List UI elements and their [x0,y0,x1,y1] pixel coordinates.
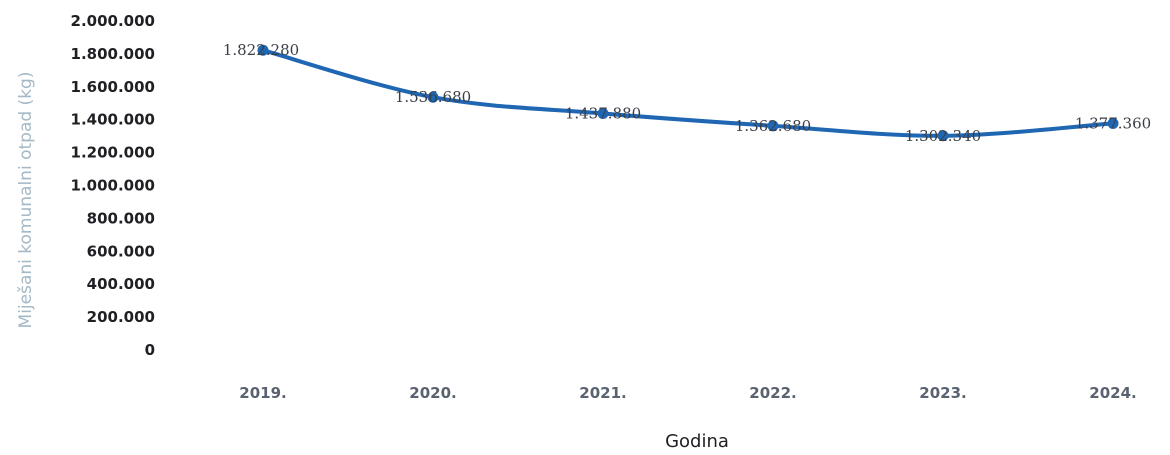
series-layer [257,44,1119,142]
series-line [261,48,1115,138]
x-tick-label: 2023. [919,384,966,402]
data-label: 1.822.280 [223,41,299,59]
data-point [597,107,609,119]
y-axis-ticks: 2.000.000 1.800.000 1.600.000 1.400.000 1.20… [71,12,155,359]
data-point [1107,117,1119,129]
x-tick-label: 2022. [749,384,796,402]
y-tick-label: 200.000 [87,308,155,326]
data-point [937,130,949,142]
data-point [427,91,439,103]
x-axis-title: Godina [665,431,729,452]
y-tick-label: 0 [145,341,155,359]
y-tick-label: 1.400.000 [71,111,155,129]
data-point [767,120,779,132]
data-label: 1.536.680 [395,88,471,106]
y-tick-label: 1.200.000 [71,144,155,162]
x-tick-label: 2021. [579,384,626,402]
x-tick-label: 2020. [409,384,456,402]
y-tick-label: 1.000.000 [71,177,155,195]
y-tick-label: 800.000 [87,209,155,227]
data-label: 1.377.360 [1075,114,1151,132]
y-axis-title: Miješani komunalni otpad (kg) [16,72,36,329]
y-tick-label: 600.000 [87,242,155,260]
y-tick-label: 1.800.000 [71,45,155,63]
y-tick-label: 2.000.000 [71,12,155,30]
x-tick-label: 2019. [239,384,286,402]
x-axis-ticks: 2019. 2020. 2021. 2022. 2023. 2024. [239,384,1136,402]
y-tick-label: 1.600.000 [71,78,155,96]
data-point [257,44,269,56]
data-label: 1.437.880 [565,104,641,122]
y-tick-label: 400.000 [87,275,155,293]
data-label: 1.302.340 [905,127,981,145]
data-label: 1.362.680 [735,117,811,135]
data-labels: 1.822.280 1.536.680 1.437.880 1.362.680 1.30… [223,41,1151,145]
x-tick-label: 2024. [1089,384,1136,402]
